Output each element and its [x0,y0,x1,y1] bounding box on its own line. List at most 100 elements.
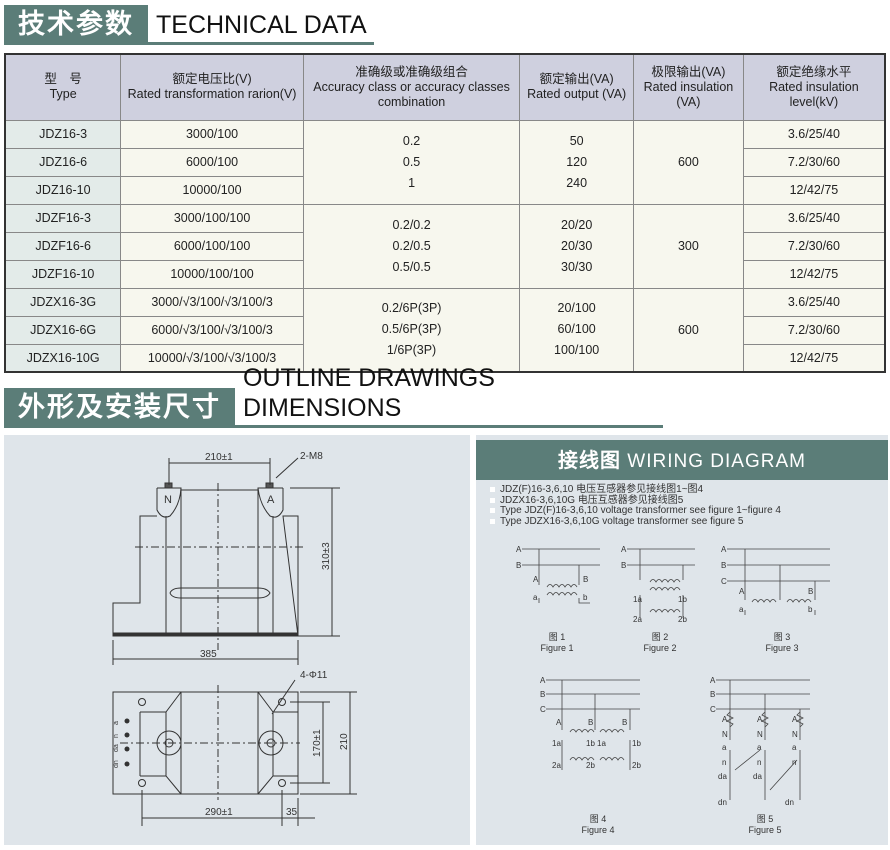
table-row: JDZX16-3G 3000/√3/100/√3/100/3 0.2/6P(3P)… [4,287,886,373]
terminal-label: n [757,758,761,767]
wire-line [522,548,600,604]
heading-en: TECHNICAL DATA [148,10,374,45]
terminal-label: a [739,605,744,614]
wire-line [727,548,830,615]
terminal-n: N [164,494,172,506]
dim-height: 310±3 [321,542,332,570]
coil-icon [761,711,769,728]
coil-icon [796,711,804,728]
note: JDZ(F)16-3,6,10 电压互感器参见接线图1~图4 [490,484,781,496]
accuracy-cell: 0.2/6P(3P) 0.5/6P(3P) 1/6P(3P) [302,287,521,373]
terminal-label: a [757,743,762,752]
terminal-label: B [808,587,813,596]
column-header: 额定电压比(V) Rated transformation rarion(V) [120,53,304,121]
type-cell: JDZ16-10 [4,175,122,205]
header-en: Rated output (VA) [527,87,627,102]
terminal-label: B [588,718,593,727]
terminal-label: B [516,561,521,570]
type-cell: JDZF16-6 [4,231,122,261]
column-header: 准确级或准确级组合 Accuracy class or accuracy clas… [302,53,521,121]
terminal-label: B [710,690,715,699]
header-cn: 额定绝缘水平 [776,64,852,79]
limit-output-cell: 600 [633,287,744,373]
terminal-label: 2b [586,761,595,770]
coil-icon [786,599,812,603]
header-en: Rated insulation level(kV) [769,79,859,109]
accuracy-cell: 0.2 0.5 1 [302,119,521,205]
terminal-label: 2a [633,615,642,624]
terminal-label: B [540,690,545,699]
limit-output-cell: 600 [633,119,744,205]
note: Type JDZX16-3,6,10G voltage transformer … [490,516,781,528]
table-row: JDZ16-10 10000/100 12/42/75 [4,175,886,205]
top-view: 4-Φ11 170±1 210 290±1 35 a n da dn [112,670,357,826]
insulation-cell: 7.2/30/60 [742,315,886,345]
figure-label-cn: 图 1 [549,632,566,642]
output-value: 60/100 [557,322,596,337]
table-row: JDZF16-3 3000/100/100 0.2/0.2 0.2/0.5 0.5/0… [4,203,886,289]
coil-icon [546,584,578,588]
type-cell: JDZX16-10G [4,343,122,373]
insulation-cell: 7.2/30/60 [742,231,886,261]
terminal-label: N [757,730,763,739]
front-view: 210±1 2-M8 N A 310±3 385 [112,451,340,665]
column-header: 额定绝缘水平 Rated insulation level(kV) [742,53,886,121]
wiring-notes: JDZ(F)16-3,6,10 电压互感器参见接线图1~图4 JDZX16-3,… [490,484,781,528]
ratio-cell: 3000/√3/100/√3/100/3 [120,287,304,317]
terminal-label: A [739,587,745,596]
header-en: Accuracy class or accuracy classes combi… [313,79,510,109]
terminal-label: A [533,575,539,584]
accuracy-value: 0.2/0.5 [392,238,431,253]
type-cell: JDZX16-3G [4,287,122,317]
accuracy-value: 0.2 [402,133,421,148]
header-en: Type [49,87,77,102]
header-cn: 额定输出(VA) [539,72,614,87]
terminal-label: A [757,715,763,724]
accuracy-value: 1 [408,175,416,190]
table-row: JDZF16-6 6000/100/100 7.2/30/60 [4,231,886,261]
terminal-label: A [792,715,798,724]
accuracy-value: 0.2/6P(3P) [381,301,442,316]
terminal-label: b [808,605,813,614]
heading-cn: 技术参数 [4,5,148,45]
type-cell: JDZ16-3 [4,119,122,149]
dim-170: 170±1 [312,729,323,757]
header-cn: 额定电压比(V) [172,72,252,87]
accuracy-value: 0.5 [402,154,421,169]
insulation-cell: 7.2/30/60 [742,147,886,177]
terminal-label: N [722,730,728,739]
accuracy-value: 0.2/0.2 [392,217,431,232]
dim-35: 35 [286,807,298,818]
output-value: 20/30 [561,238,593,253]
terminal-label: a [722,743,727,752]
terminal-label: B [721,561,726,570]
header-cn: 极限输出(VA) [651,64,726,79]
wire-line [546,679,640,770]
terminal-label: 1a [552,739,561,748]
output-value: 20/100 [557,301,596,316]
terminal-label: N [792,730,798,739]
terminal-label: dn [785,798,794,807]
wiring-title-en: WIRING DIAGRAM [627,451,806,472]
terminal-label: A [540,676,546,685]
terminal-label: n [792,758,796,767]
coil-icon [569,757,595,761]
figure-label-cn: 图 3 [774,632,791,642]
terminal-label: B [621,561,626,570]
heading-cn: 外形及安装尺寸 [4,388,235,428]
figure-label-cn: 图 5 [757,814,774,824]
ratio-cell: 6000/100/100 [120,231,304,261]
terminal-label: 2a [552,761,561,770]
figure-label-en: Figure 1 [540,643,573,653]
figure-label-en: Figure 4 [581,825,614,835]
ratio-cell: 10000/100/100 [120,259,304,289]
terminal-label: a [533,593,538,602]
outline-heading: 外形及安装尺寸 OUTLINE DRAWINGS DIMENSIONS [4,364,663,428]
coil-icon [649,609,681,613]
coil-icon [751,599,777,603]
type-cell: JDZF16-10 [4,259,122,289]
heading-en: OUTLINE DRAWINGS DIMENSIONS [235,363,663,428]
wire-line [716,679,810,800]
note: JDZX16-3,6,10G 电压互感器参见接线图5 [490,495,781,507]
terminal-label: C [540,705,546,714]
